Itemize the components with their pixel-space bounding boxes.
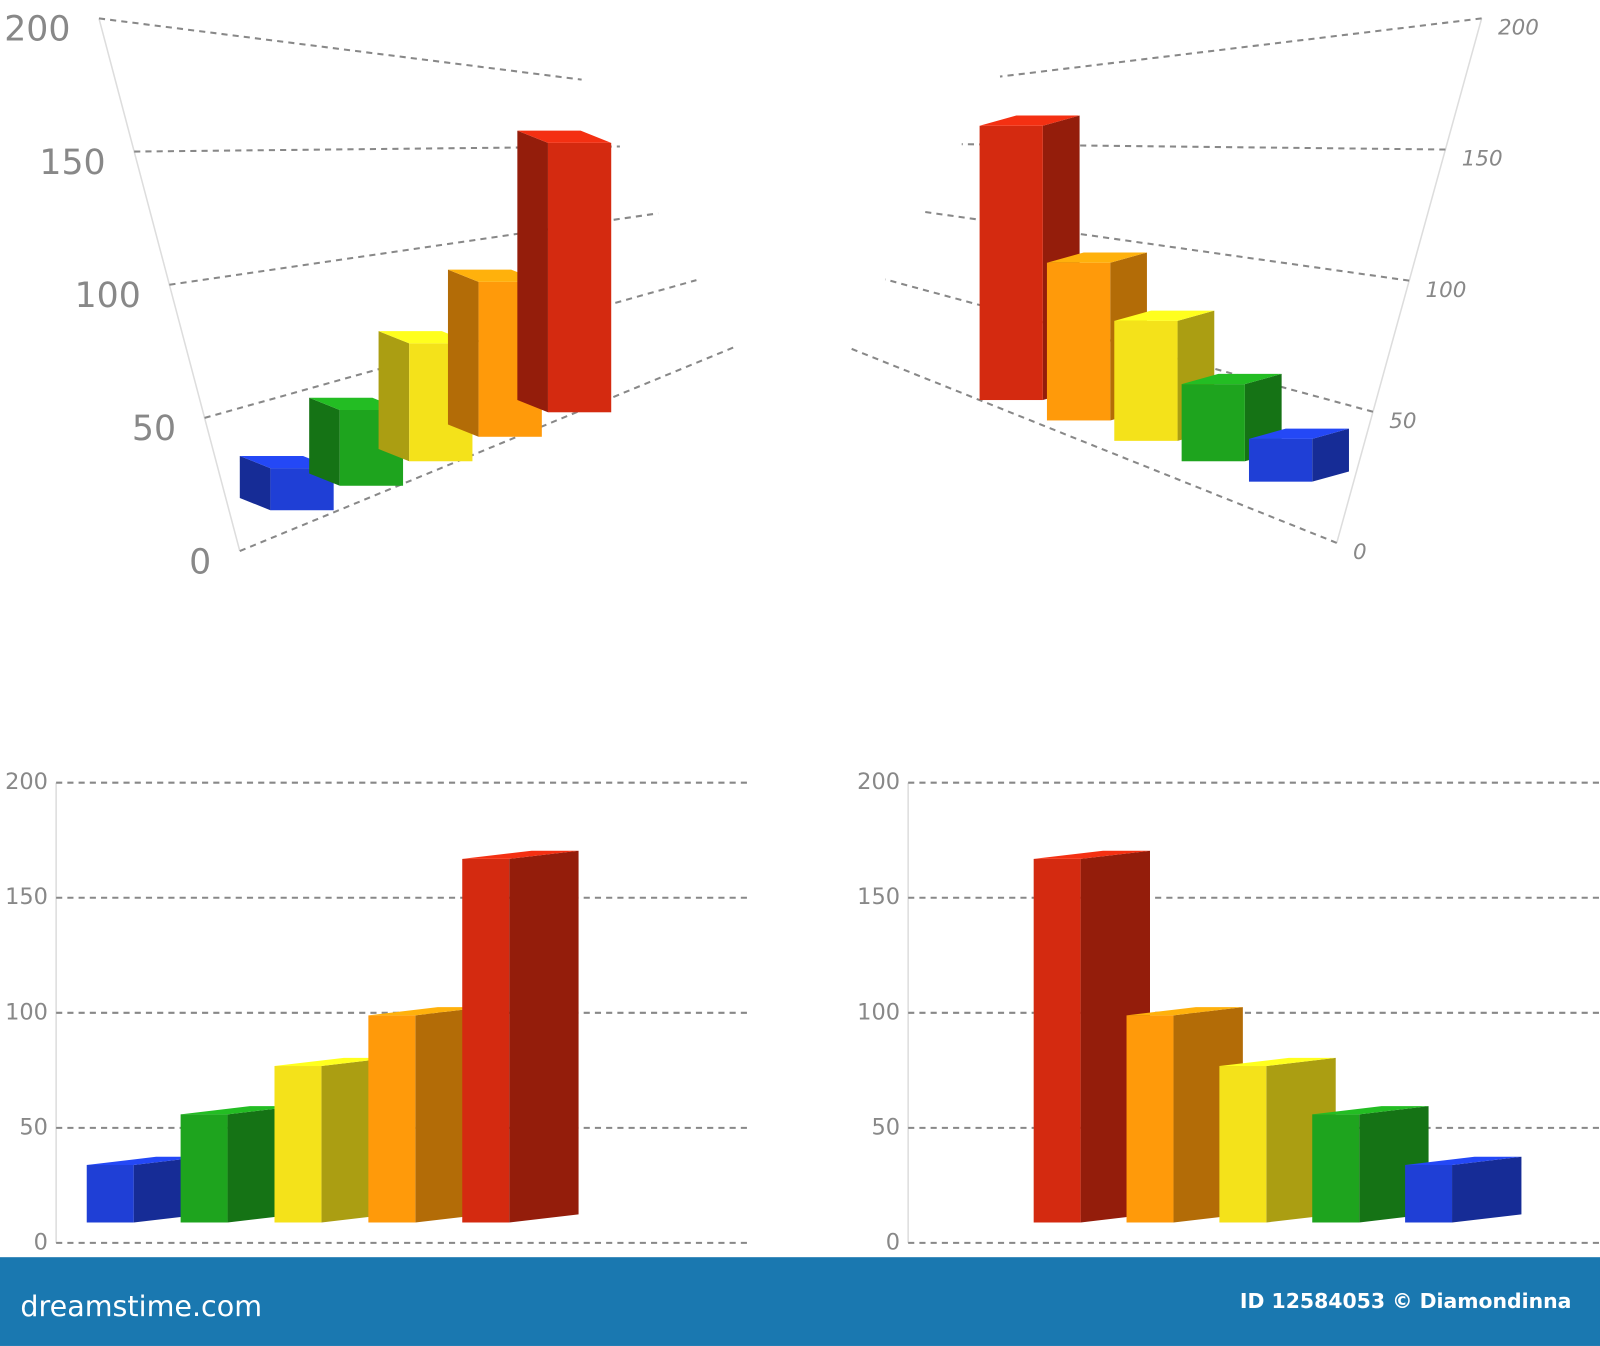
bar-top [1033,850,1150,859]
bar [1248,438,1313,482]
y-tick-label: 50 [1389,409,1416,434]
y-tick-label: 100 [75,276,141,316]
bar-side [239,455,271,511]
footer-logo: dreamstime.com [20,1289,262,1323]
bar-top [1114,310,1215,321]
bar [180,1114,228,1223]
bar [547,142,612,413]
bar [1114,320,1178,441]
bar-top [86,1156,204,1165]
bar [462,858,510,1223]
y-tick-label: 200 [1498,16,1539,41]
grid-line [999,17,1482,78]
bar-side [509,850,579,1223]
y-tick-label: 150 [5,884,48,910]
footer-credit: ID 12584053 © Diamondinna [1240,1289,1572,1313]
bar [368,1015,416,1223]
bar-side [1452,1156,1522,1223]
bar-top [368,1007,485,1016]
bar-top [517,130,612,143]
y-tick-label: 200 [857,769,900,795]
bar-side [1312,428,1349,482]
bar-side [447,269,479,437]
footer-bar [0,1257,1600,1346]
bar [1312,1114,1360,1223]
bar [1033,858,1081,1223]
y-tick-label: 50 [132,409,176,449]
bar-top [979,115,1080,126]
y-tick-label: 50 [19,1114,48,1140]
y-tick-label: 0 [886,1229,900,1255]
grid-line [846,346,1338,544]
bar-top [1126,1007,1243,1016]
y-tick-label: 50 [871,1114,900,1140]
y-tick-label: 150 [39,143,105,183]
bar-side [378,331,410,462]
y-tick-label: 200 [5,769,48,795]
bar [274,1066,322,1223]
bar-top [1046,252,1147,263]
bar [86,1164,134,1223]
grid-line [169,212,659,286]
grid-line [961,143,1446,151]
y-tick-label: 100 [5,999,48,1025]
bar-top [1312,1106,1429,1115]
bar-side [309,397,340,486]
y-tick-label: 100 [857,999,900,1025]
bar-top [1405,1156,1522,1165]
bar-top [1248,428,1349,439]
bar [1181,384,1245,462]
bar [1405,1164,1453,1223]
bar [1219,1066,1267,1223]
bar-top [1219,1057,1336,1067]
bar-top [274,1057,391,1067]
y-tick-label: 150 [857,884,900,910]
bar [1046,262,1111,421]
y-tick-label: 0 [34,1229,48,1255]
bar [1126,1015,1174,1223]
bar [979,125,1043,401]
y-tick-label: 150 [1462,147,1503,172]
grid-line [98,17,582,81]
y-tick-label: 100 [1426,278,1467,303]
bar-top [180,1106,297,1115]
y-tick-label: 0 [1353,540,1367,565]
bar-side [517,130,548,413]
bar-top [1181,373,1282,385]
bar-top [462,850,579,859]
y-tick-label: 200 [4,10,70,50]
y-tick-label: 0 [189,542,211,582]
